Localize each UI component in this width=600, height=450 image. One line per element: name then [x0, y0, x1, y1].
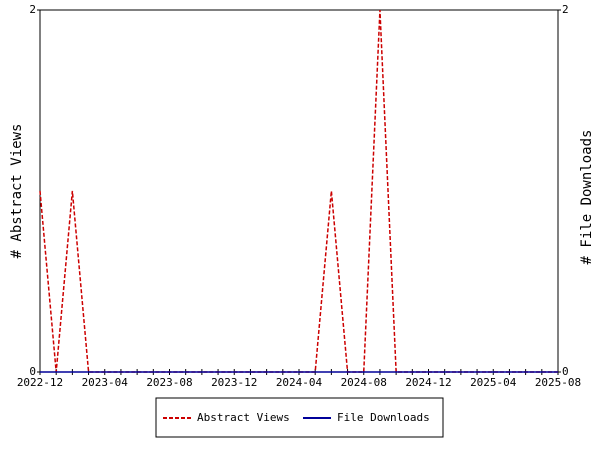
x-tick-label: 2023-08: [146, 376, 192, 389]
x-tick-label: 2024-12: [405, 376, 451, 389]
y-tick-label: 0: [29, 365, 36, 378]
x-tick-label: 2022-12: [17, 376, 63, 389]
series-line: [39, 9, 558, 373]
x-tick-label: 2023-04: [82, 376, 129, 389]
y2-tick-label: 0: [562, 365, 569, 378]
plot-frame: [39, 9, 559, 373]
x-tick-label: 2024-04: [276, 376, 323, 389]
legend-label: File Downloads: [337, 411, 430, 424]
x-tick-label: 2023-12: [211, 376, 257, 389]
x-tick-label: 2025-08: [535, 376, 581, 389]
y-tick-label: 2: [29, 3, 36, 16]
y-axis-title: # Abstract Views: [9, 124, 25, 259]
legend: [155, 397, 444, 438]
x-tick-label: 2024-08: [341, 376, 387, 389]
legend-label: Abstract Views: [197, 411, 290, 424]
x-tick-label: 2025-04: [470, 376, 517, 389]
y2-tick-label: 2: [562, 3, 569, 16]
y2-axis-title: # File Downloads: [579, 130, 595, 265]
